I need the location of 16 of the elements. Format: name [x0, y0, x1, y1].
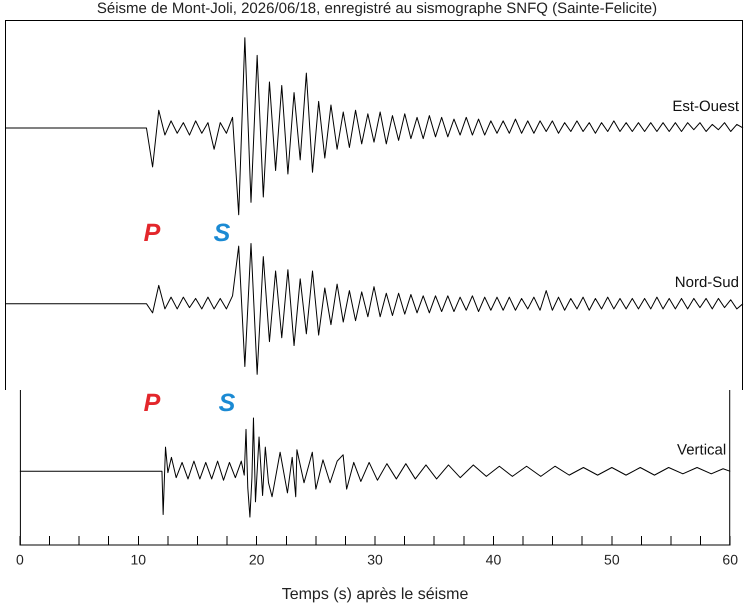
x-tick-label: 10 [130, 551, 146, 568]
x-tick-label: 30 [367, 551, 384, 568]
text: P [144, 388, 161, 417]
x-tick-label: 40 [486, 551, 502, 568]
x-tick-label: 60 [722, 551, 738, 568]
annotation: S [214, 218, 231, 247]
x-tick-label: 50 [604, 551, 620, 568]
series-label: Nord-Sud [674, 274, 739, 291]
chart-title: Séisme de Mont-Joli, 2026/06/18, enregistré au sismographe SNFQ (Sainte-Felicite) [96, 0, 658, 18]
x-tick-label: 20 [248, 551, 265, 568]
series-label: Vertical [677, 441, 726, 458]
x-axis-title: Temps (s) après le séisme [282, 586, 469, 603]
text: S [218, 388, 236, 417]
annotation: P [144, 218, 161, 247]
x-tick-label: 0 [16, 551, 24, 568]
series-label: Est-Ouest [672, 98, 740, 116]
